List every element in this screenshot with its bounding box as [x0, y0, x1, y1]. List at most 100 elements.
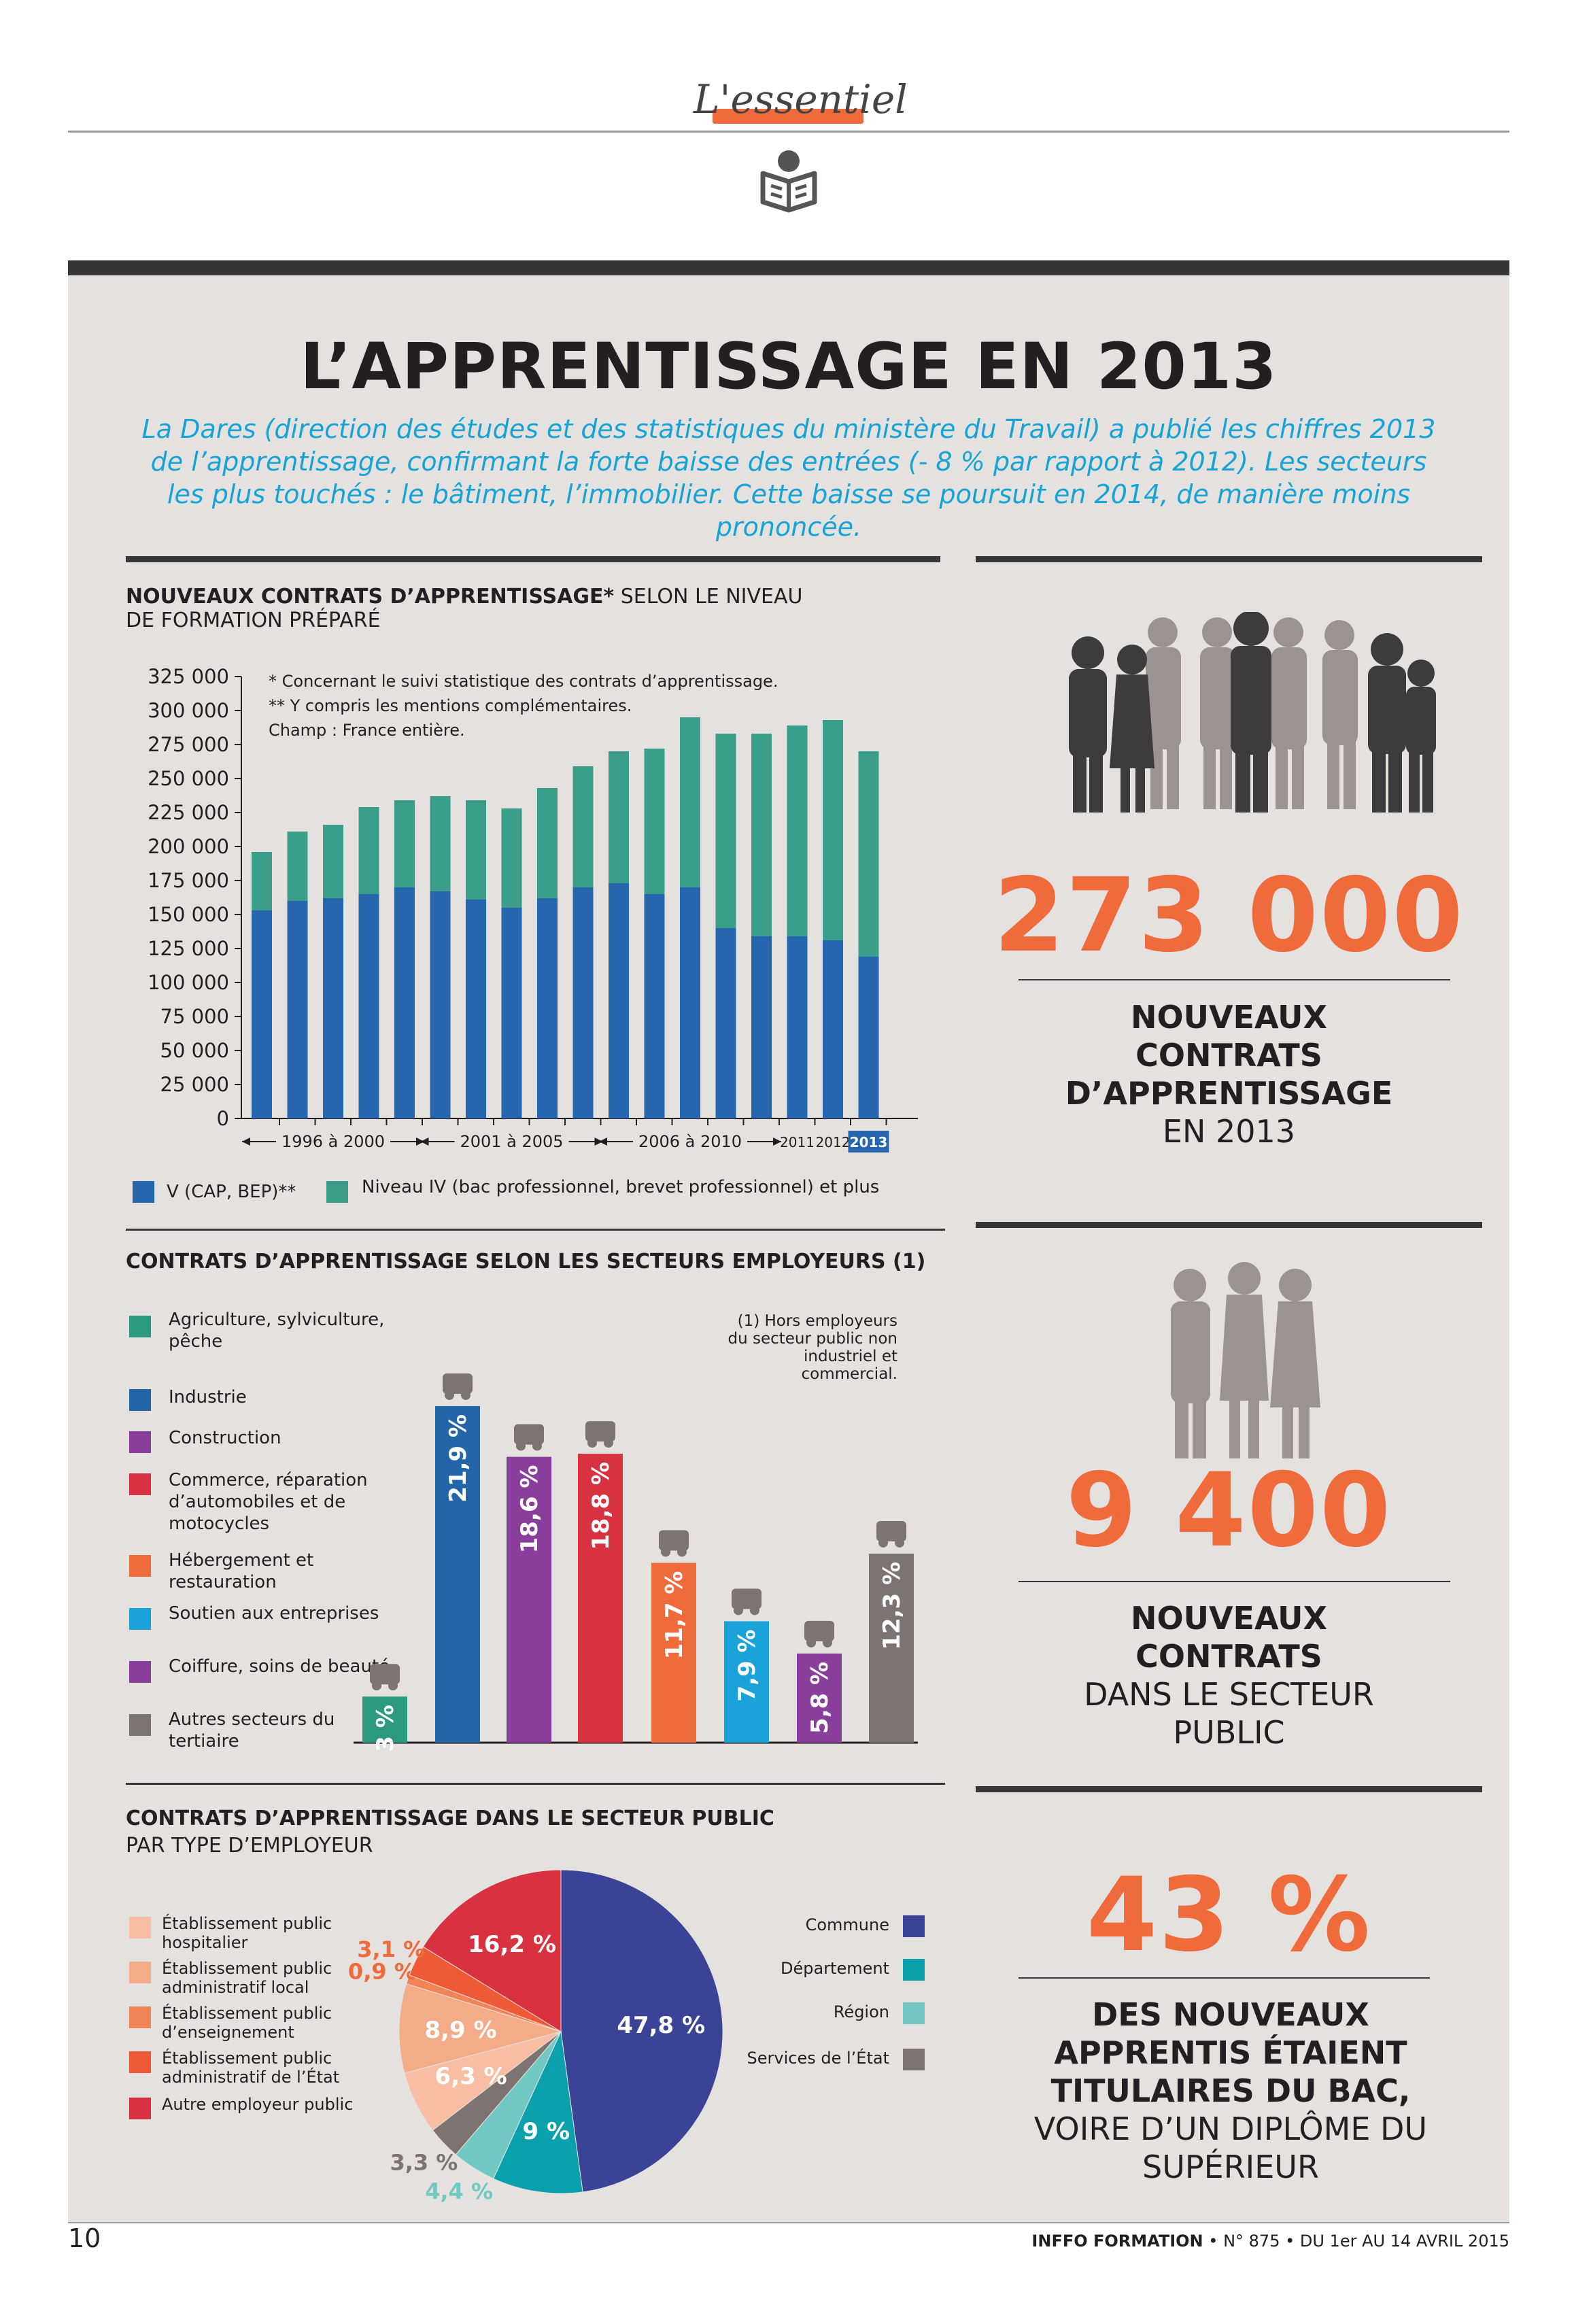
section2-note: (1) Hors employeurs du secteur public no…	[728, 1312, 897, 1383]
x-group-label: 2006 à 2010	[638, 1132, 742, 1151]
sector-bar-1	[362, 1696, 407, 1743]
legend-swatch-v	[133, 1181, 154, 1203]
stat1-rest: EN 2013	[1162, 1113, 1296, 1150]
bar-niveau-v-2012	[823, 940, 843, 1118]
bar-niveau-v-2000	[394, 887, 415, 1118]
legend-label-local: Établissement public administratif local	[162, 1959, 332, 1997]
legend-label-industrie: Industrie	[169, 1387, 247, 1407]
x-group-label-bg	[633, 1131, 747, 1151]
sector-bar-8	[869, 1553, 914, 1743]
x-group-label-bg	[454, 1131, 569, 1151]
bar-niveau-v-1996	[252, 910, 272, 1118]
sector-icon-5	[659, 1530, 689, 1557]
sector-bar-label: 3 %	[372, 1705, 399, 1752]
panel-top-bar	[68, 260, 1509, 275]
sector-bar-label: 18,6 %	[516, 1465, 543, 1554]
bar-niveau-iv-2000	[394, 800, 415, 887]
legend-label-hebergement: Hébergement et restauration	[169, 1550, 314, 1592]
bar-niveau-iv-2001	[430, 796, 451, 891]
bar-niveau-v-2009	[715, 928, 736, 1118]
y-tick-label: 175 000	[148, 869, 229, 892]
footer-issue-text: • N° 875 • DU 1er AU 14 AVRIL 2015	[1203, 2232, 1509, 2251]
x-group-arrow	[773, 1138, 781, 1146]
bar-niveau-iv-1996	[252, 852, 272, 910]
stat3-bold: DES NOUVEAUX APPRENTIS ÉTAIENT TITULAIRE…	[1050, 1996, 1411, 2109]
section3-subtitle: PAR TYPE D’EMPLOYEUR	[126, 1834, 373, 1858]
legend-swatch-agri	[129, 1316, 151, 1337]
sector-bar-3	[507, 1456, 551, 1743]
sector-bar-label: 7,9 %	[734, 1629, 761, 1701]
legend-swatch-hebergement	[129, 1555, 151, 1577]
bar-niveau-iv-2007	[644, 749, 665, 894]
sector-bar-label: 12,3 %	[878, 1562, 906, 1650]
section1-title-rest: SELON LE NIVEAU	[614, 585, 803, 609]
bar-niveau-iv-2002	[466, 800, 486, 900]
x-group-arrow	[242, 1138, 250, 1146]
bar-niveau-v-2013	[858, 957, 879, 1118]
stat1-top-rule	[976, 556, 1482, 562]
bar-niveau-v-2002	[466, 900, 486, 1118]
pie-label-2: 9 %	[522, 2118, 570, 2145]
bar-niveau-v-2004	[537, 898, 558, 1118]
pie-label-3: 4,4 %	[425, 2178, 493, 2204]
stat2-top-rule	[976, 1222, 1482, 1228]
bar-niveau-iv-2005	[572, 766, 594, 887]
bar-niveau-iv-2011	[787, 725, 808, 936]
y-tick-label: 250 000	[148, 767, 229, 790]
stacked-bar-chart: 325 000 300 000 275 000 250 000 225 000 200 0…	[148, 665, 918, 1152]
x-group-arrow	[416, 1138, 424, 1146]
y-tick-label: 25 000	[160, 1073, 229, 1096]
legend-swatch-iv	[326, 1181, 348, 1203]
sector-icon-4	[585, 1421, 615, 1448]
public-pie-chart: 47,8 % 9 % 4,4 % 3,3 % 6,3 % 8,9 % 0,9 %3,1 % 1…	[348, 1869, 723, 2204]
sector-icon-2	[443, 1373, 473, 1400]
bar-niveau-iv-2006	[609, 751, 629, 883]
x-highlight-bg	[848, 1131, 889, 1152]
legend-label-commune: Commune	[805, 1915, 889, 1934]
legend-label-autres: Autres secteurs du tertiaire	[169, 1709, 335, 1751]
bar-niveau-iv-2012	[823, 720, 843, 940]
bar-niveau-v-1998	[323, 898, 343, 1118]
bar-niveau-iv-2009	[715, 734, 736, 928]
sector-bar-label: 18,8 %	[587, 1462, 615, 1550]
y-tick-label: 200 000	[148, 835, 229, 858]
stat1-underline	[1019, 979, 1450, 980]
legend-swatch-region	[903, 2002, 925, 2024]
sector-icon-7	[804, 1620, 834, 1647]
stat3-text: DES NOUVEAUX APPRENTIS ÉTAIENT TITULAIRE…	[999, 1996, 1462, 2186]
pie-slice-1	[560, 1869, 723, 2193]
pie-label-4: 3,3 %	[390, 2149, 458, 2175]
footer-rule	[68, 2222, 1509, 2223]
legend-label-hospitalier: Établissement public hospitalier	[162, 1914, 332, 1952]
y-tick-label: 125 000	[148, 937, 229, 960]
x-tick-label: 2011	[780, 1134, 815, 1150]
sector-bar-chart: 3 % 21,9 % 18,6 % 18,8 % 11,7 % 7,9 % 5,8 % 12,…	[354, 1373, 918, 1752]
legend-label-iv: Niveau IV (bac professionnel, brevet pro…	[362, 1177, 880, 1197]
header-accent-bar	[713, 109, 863, 124]
pie-slice-6	[398, 1983, 562, 2074]
y-tick-label: 0	[217, 1107, 229, 1130]
pie-label-8: 3,1 %	[357, 1936, 425, 1962]
legend-swatch-construction	[129, 1431, 151, 1453]
legend-swatch-commune	[903, 1915, 925, 1937]
y-tick-label: 275 000	[148, 733, 229, 756]
legend-label-commerce: Commerce, réparation d’automobiles et de…	[169, 1470, 368, 1534]
note-1: * Concernant le suivi statistique des co…	[269, 672, 779, 691]
legend-swatch-soutien	[129, 1608, 151, 1630]
x-group-label-bg	[276, 1131, 390, 1151]
bar-niveau-v-2005	[572, 887, 594, 1118]
legend-label-construction: Construction	[169, 1428, 281, 1448]
bar-niveau-iv-2003	[501, 808, 522, 908]
bar-niveau-iv-2010	[751, 734, 772, 936]
bar-niveau-v-1997	[287, 901, 308, 1118]
y-tick-label: 50 000	[160, 1039, 229, 1062]
note-2: ** Y compris les mentions complémentaire…	[269, 696, 632, 715]
bar-niveau-v-2010	[751, 936, 772, 1118]
sector-icon-3	[514, 1424, 544, 1451]
legend-swatch-etat	[129, 2051, 151, 2073]
stat2-text: NOUVEAUX CONTRATS DANS LE SECTEUR PUBLIC	[1047, 1599, 1411, 1751]
sector-bar-label: 11,7 %	[661, 1571, 688, 1660]
header-rule	[68, 131, 1509, 133]
section-label: L'essentiel	[694, 76, 908, 122]
pie-slice-2	[492, 2030, 583, 2194]
